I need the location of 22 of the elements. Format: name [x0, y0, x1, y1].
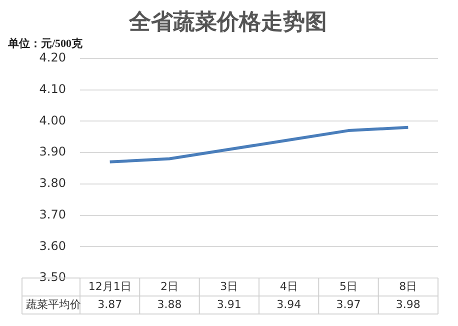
data-label: 3.97	[336, 298, 361, 311]
text: 蔬菜平均价	[26, 298, 81, 311]
data-label: 3.87	[98, 298, 122, 311]
x-tick-label: 12月1日	[88, 280, 132, 293]
y-tick-label: 3.60	[39, 238, 66, 253]
x-tick-label: 2日	[160, 280, 178, 293]
x-tick-label: 3日	[220, 280, 238, 293]
y-tick-label: 4.00	[39, 113, 66, 128]
x-tick-label: 8日	[399, 280, 418, 293]
y-tick-label: 4.10	[39, 82, 66, 96]
data-label: 3.94	[276, 298, 302, 311]
data-label: 3.98	[396, 298, 420, 311]
y-tick-label: 4.20	[39, 50, 66, 65]
y-axis-title: 单位：元/500克	[7, 36, 84, 50]
y-tick-label: 3.70	[39, 207, 66, 222]
y-tick-label: 3.80	[39, 176, 66, 190]
chart-title: 全省蔬菜价格走势图	[128, 10, 327, 35]
data-label: 3.88	[157, 298, 182, 311]
x-tick-label: 4日	[280, 280, 298, 293]
y-tick-label: 3.90	[39, 144, 66, 159]
data-label: 3.91	[216, 298, 242, 311]
x-tick-label: 5日	[340, 280, 358, 293]
